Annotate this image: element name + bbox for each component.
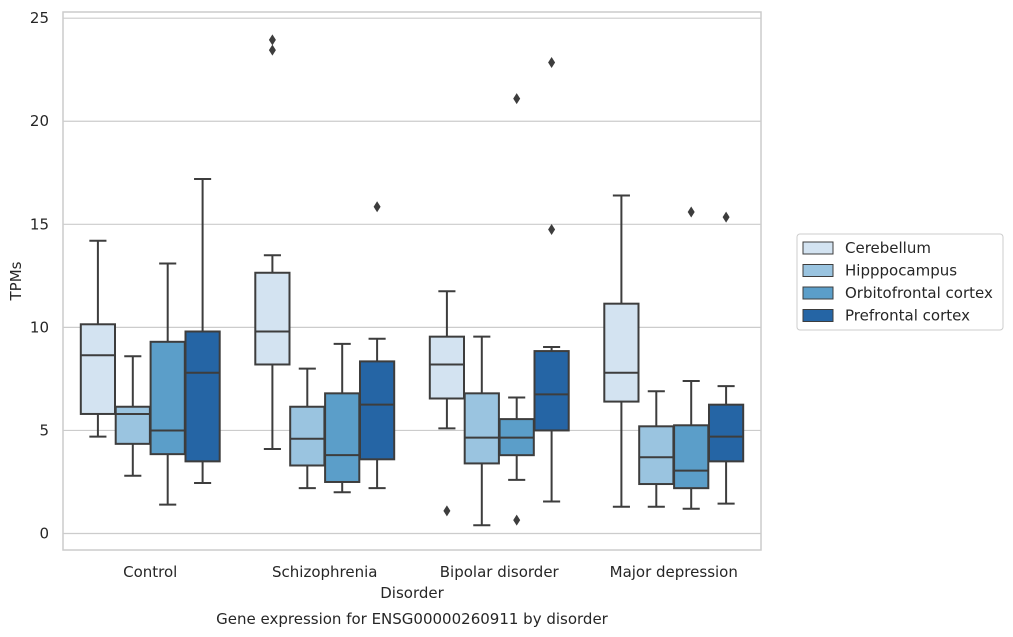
box-body	[638, 425, 675, 486]
box-1-3	[358, 201, 396, 490]
box-body	[533, 350, 570, 432]
x-tick-label: Bipolar disorder	[440, 563, 560, 581]
box-3-1	[638, 390, 675, 508]
box-0-1	[114, 355, 151, 477]
box-1-2	[324, 342, 361, 494]
box-body	[463, 392, 500, 465]
y-tick-label: 5	[39, 421, 49, 439]
outlier-point	[373, 201, 381, 213]
legend-swatch	[802, 241, 834, 255]
legend: Cerebellum Hipppocampus Orbitofrontal cort…	[796, 233, 1004, 331]
y-tick-labels: 0 5 10 15 20 25	[30, 9, 49, 542]
box-0-0	[79, 239, 117, 438]
box-body	[114, 405, 151, 445]
outlier-point	[268, 44, 276, 56]
outlier-point	[722, 211, 730, 223]
box-body	[254, 271, 291, 366]
box-body	[149, 340, 186, 456]
box-0-3	[184, 177, 221, 485]
box-body	[79, 323, 117, 415]
y-axis-title: TPMs	[7, 261, 25, 301]
legend-swatch	[802, 286, 834, 300]
legend-item: Orbitofrontal cortex	[802, 284, 993, 302]
box-body	[358, 360, 396, 461]
legend-item: Hipppocampus	[802, 262, 957, 280]
legend-item: Prefrontal cortex	[802, 307, 970, 325]
box-body	[428, 335, 466, 400]
plot-frame	[62, 11, 762, 551]
x-tick-label: Control	[123, 563, 177, 581]
box-body	[324, 392, 361, 483]
box-1-1	[289, 367, 326, 490]
chart-caption: Gene expression for ENSG00000260911 by d…	[216, 610, 609, 628]
x-tick-label: Major depression	[610, 563, 738, 581]
y-tick-label: 0	[39, 525, 49, 543]
box-2-2	[498, 93, 535, 526]
boxes	[79, 34, 745, 527]
box-2-3	[533, 57, 570, 503]
x-tick-labels: Control Schizophrenia Bipolar disorder Majo…	[123, 563, 738, 581]
outlier-point	[548, 223, 556, 235]
legend-label: Prefrontal cortex	[845, 307, 970, 325]
box-3-0	[603, 194, 640, 508]
legend-label: Orbitofrontal cortex	[845, 284, 993, 302]
box-1-0	[254, 34, 291, 450]
y-tick-label: 20	[30, 112, 49, 130]
legend-swatch	[802, 309, 834, 322]
y-tick-label: 15	[30, 215, 49, 233]
box-3-3	[707, 211, 745, 505]
box-body	[707, 403, 745, 463]
x-tick-label: Schizophrenia	[272, 563, 377, 581]
box-body	[673, 424, 710, 490]
outlier-point	[513, 514, 521, 526]
outlier-point	[268, 34, 276, 46]
outlier-point	[687, 206, 695, 218]
legend-label: Hipppocampus	[845, 262, 957, 280]
y-tick-label: 10	[30, 318, 49, 336]
legend-swatch	[802, 264, 834, 277]
box-body	[289, 405, 326, 467]
x-axis-title: Disorder	[380, 584, 444, 602]
legend-item: Cerebellum	[802, 239, 931, 257]
y-tick-label: 25	[30, 9, 49, 27]
outlier-point	[548, 57, 556, 69]
legend-label: Cerebellum	[845, 239, 931, 257]
box-body	[603, 302, 640, 403]
outlier-point	[513, 93, 521, 105]
box-body	[184, 330, 221, 463]
legend-frame	[796, 233, 1004, 331]
outlier-point	[443, 505, 451, 517]
box-2-0	[428, 290, 466, 517]
